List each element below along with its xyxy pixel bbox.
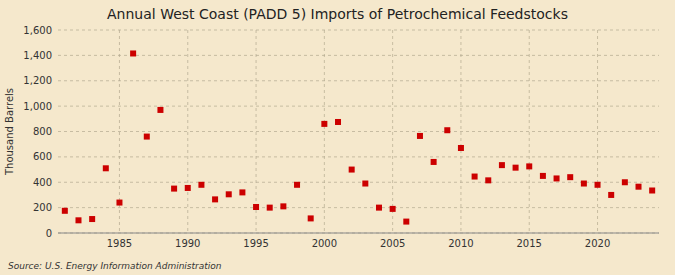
x-axis-line	[58, 233, 659, 234]
point	[171, 186, 177, 192]
x-tick-label: 2000	[312, 238, 337, 249]
y-axis-label: Thousand Barrels	[4, 88, 15, 176]
point	[499, 162, 505, 168]
x-grid-line	[460, 30, 461, 233]
point	[75, 217, 81, 223]
point	[157, 107, 163, 113]
point	[376, 205, 382, 211]
y-tick-label: 200	[33, 202, 52, 213]
y-grid-line	[58, 106, 659, 107]
y-grid-line	[58, 233, 659, 234]
y-tick-label: 800	[33, 126, 52, 137]
y-grid-line	[58, 55, 659, 56]
point	[431, 159, 437, 165]
y-grid-line	[58, 80, 659, 81]
point	[185, 185, 191, 191]
y-grid-line	[58, 131, 659, 132]
x-grid-line	[597, 30, 598, 233]
point	[267, 205, 273, 211]
y-grid-line	[58, 207, 659, 208]
point	[390, 206, 396, 212]
point	[253, 204, 259, 210]
y-tick-label: 1,200	[23, 75, 52, 86]
x-grid-line	[324, 30, 325, 233]
x-grid-line	[187, 30, 188, 233]
point	[349, 167, 355, 173]
point	[595, 182, 601, 188]
x-grid-line	[256, 30, 257, 233]
point	[130, 50, 136, 56]
y-tick-label: 1,600	[23, 25, 52, 36]
point	[636, 184, 642, 190]
y-grid-line	[58, 156, 659, 157]
point	[308, 215, 314, 221]
y-tick-label: 400	[33, 177, 52, 188]
point	[294, 182, 300, 188]
chart: Annual West Coast (PADD 5) Imports of Pe…	[0, 0, 675, 275]
point	[89, 216, 95, 222]
x-tick-label: 2020	[585, 238, 610, 249]
y-grid-line	[58, 30, 659, 31]
y-tick-label: 0	[46, 228, 52, 239]
point	[212, 196, 218, 202]
x-tick-label: 1995	[243, 238, 268, 249]
point	[403, 219, 409, 225]
points	[62, 50, 655, 224]
point	[362, 181, 368, 187]
point	[581, 181, 587, 187]
point	[526, 163, 532, 169]
point	[567, 174, 573, 180]
point	[608, 192, 614, 198]
x-tick-label: 1990	[175, 238, 200, 249]
point	[321, 121, 327, 127]
point	[649, 187, 655, 193]
x-grid-line	[529, 30, 530, 233]
x-grid-line	[392, 30, 393, 233]
grid	[58, 30, 659, 233]
point	[62, 208, 68, 214]
x-tick-label: 1985	[107, 238, 132, 249]
point	[444, 127, 450, 133]
point	[239, 189, 245, 195]
y-tick-label: 1,000	[23, 101, 52, 112]
point	[622, 179, 628, 185]
point	[116, 200, 122, 206]
point	[280, 203, 286, 209]
point	[103, 165, 109, 171]
point	[472, 174, 478, 180]
y-tick-label: 1,400	[23, 50, 52, 61]
point	[513, 165, 519, 171]
title: Annual West Coast (PADD 5) Imports of Pe…	[107, 6, 568, 22]
y-grid-line	[58, 182, 659, 183]
x-tick-label: 2005	[380, 238, 405, 249]
source-note: Source: U.S. Energy Information Administ…	[8, 261, 222, 271]
point	[417, 133, 423, 139]
x-tick-label: 2015	[517, 238, 542, 249]
point	[458, 145, 464, 151]
point	[226, 191, 232, 197]
point	[554, 175, 560, 181]
point	[144, 134, 150, 140]
y-tick-label: 600	[33, 151, 52, 162]
point	[335, 119, 341, 125]
point	[485, 177, 491, 183]
point	[540, 173, 546, 179]
point	[198, 182, 204, 188]
x-tick-label: 2010	[448, 238, 473, 249]
